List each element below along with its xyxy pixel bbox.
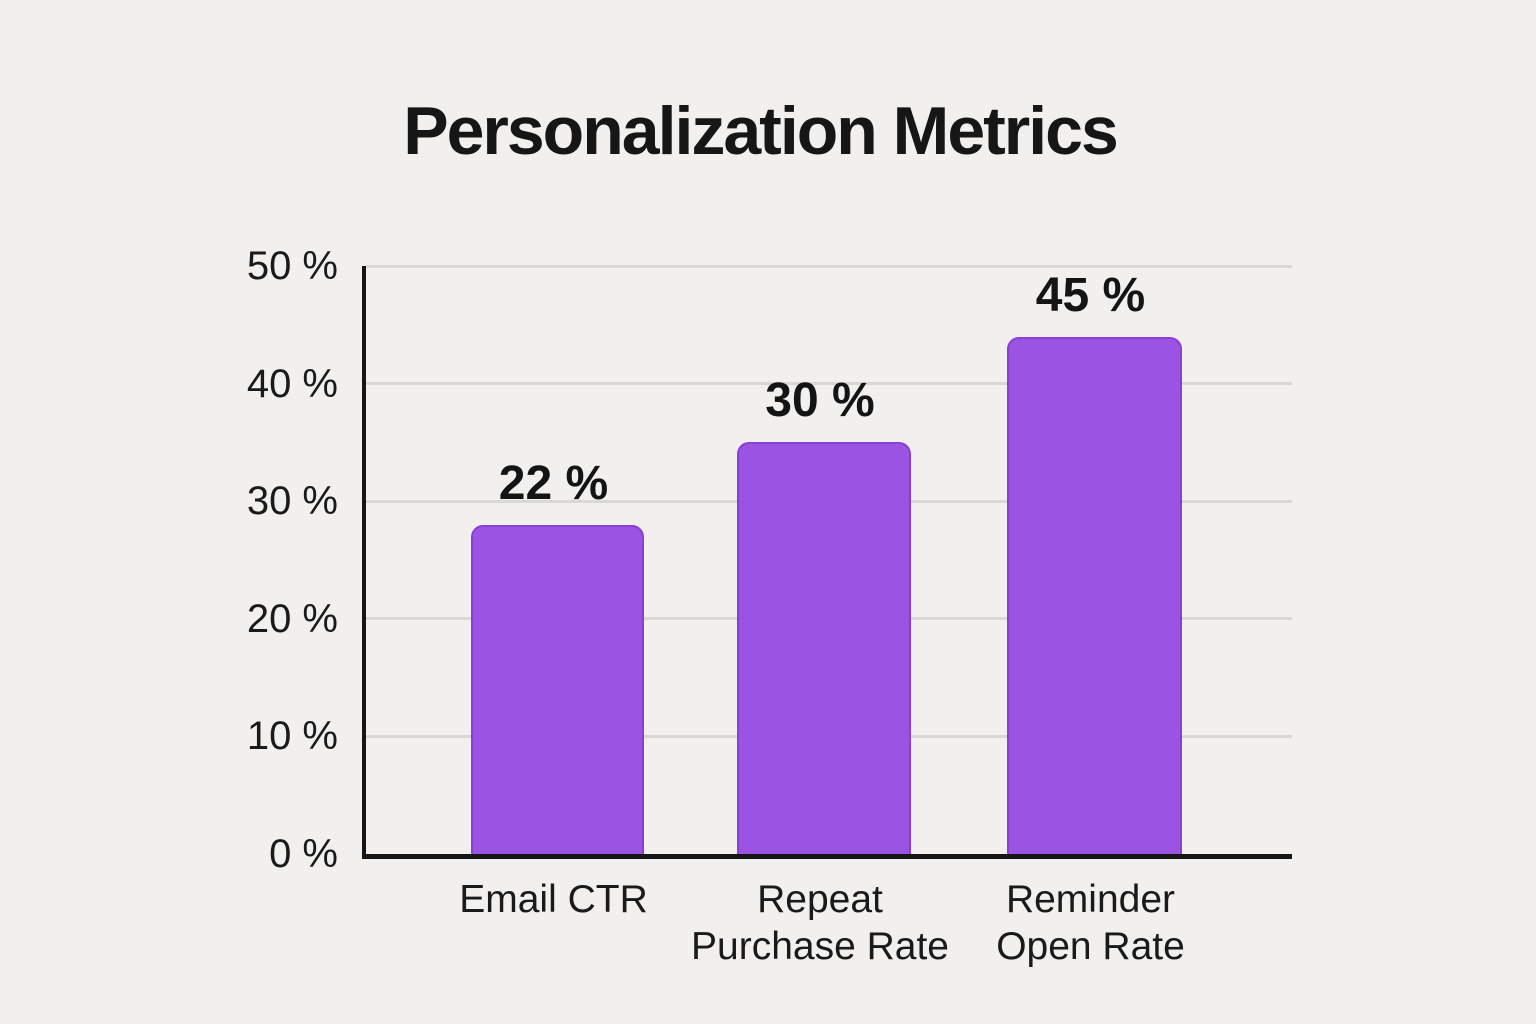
x-axis-category-line: Open Rate bbox=[996, 925, 1185, 968]
y-axis-tick-label: 40 % bbox=[246, 361, 338, 406]
x-axis-category-line: Reminder bbox=[1005, 878, 1176, 921]
y-axis-tick-label: 0 % bbox=[269, 832, 338, 876]
y-axis-tick-label: 10 % bbox=[246, 714, 338, 759]
y-axis-tick-label: 20 % bbox=[246, 596, 338, 641]
bar-value-label: 30 % bbox=[765, 374, 875, 427]
y-axis-tick-label: 30 % bbox=[246, 479, 338, 524]
x-axis-category-line: Repeat bbox=[757, 878, 883, 921]
bar-3 bbox=[1007, 337, 1182, 854]
x-axis-category-label: Email CTR bbox=[389, 876, 719, 923]
bar-2 bbox=[737, 442, 911, 854]
gridline bbox=[366, 382, 1292, 386]
plot-area bbox=[362, 264, 1292, 859]
bar-value-label: 22 % bbox=[498, 457, 609, 510]
y-axis-tick-label: 50 % bbox=[246, 244, 338, 288]
bar-value-label: 45 % bbox=[1035, 269, 1146, 322]
x-axis-category-line: Purchase Rate bbox=[691, 925, 949, 968]
chart-title: Personalization Metrics bbox=[403, 93, 1119, 169]
gridline bbox=[366, 264, 1292, 268]
x-axis-category-label: Repeat Purchase Rate bbox=[655, 876, 985, 970]
x-axis-category-line: Email CTR bbox=[459, 878, 648, 921]
bar-1 bbox=[471, 525, 644, 854]
x-axis-category-label: Reminder Open Rate bbox=[926, 876, 1256, 970]
